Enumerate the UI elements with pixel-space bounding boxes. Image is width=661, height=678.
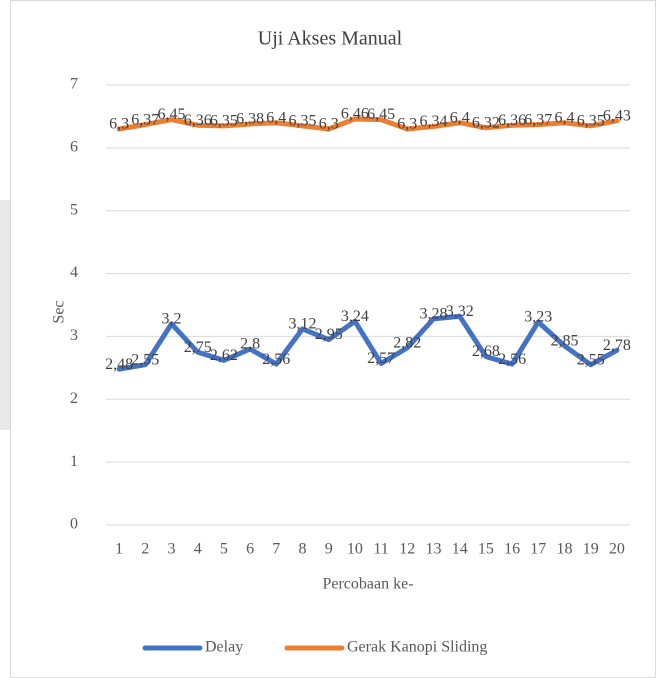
data-label: 6,36: [498, 112, 526, 129]
x-tick-label: 18: [557, 541, 573, 558]
data-label: 6,36: [184, 112, 212, 129]
y-tick-label: 4: [70, 264, 78, 281]
y-tick-label: 5: [70, 201, 78, 218]
data-label: 6,34: [420, 113, 448, 130]
data-label: 2,55: [131, 351, 159, 368]
data-label: 6,4: [266, 109, 286, 126]
side-bar: [0, 200, 10, 430]
x-tick-label: 16: [504, 541, 520, 558]
data-label: 3,32: [446, 303, 474, 320]
data-label: 2,56: [498, 351, 526, 368]
x-tick-label: 2: [141, 541, 149, 558]
data-label: 2,68: [472, 343, 500, 360]
series-line: [116, 313, 620, 372]
y-tick-label: 3: [70, 327, 78, 344]
y-tick-label: 0: [70, 516, 78, 533]
data-label: 2,57: [367, 350, 395, 367]
data-label: 3,2: [162, 311, 182, 328]
data-label: 6,4: [555, 109, 575, 126]
data-label: 6,37: [131, 111, 159, 128]
data-label: 6,37: [524, 111, 552, 128]
data-label: 2,78: [603, 337, 631, 354]
x-axis-label: Percobaan ke-: [322, 576, 413, 593]
x-tick-label: 13: [426, 541, 442, 558]
data-label: 2,56: [262, 351, 290, 368]
data-label: 2,62: [210, 347, 238, 364]
x-tick-label: 5: [220, 541, 228, 558]
data-label: 6,43: [603, 108, 631, 125]
x-tick-label: 7: [272, 541, 280, 558]
data-label: 6,45: [158, 106, 186, 123]
x-tick-label: 4: [194, 541, 202, 558]
x-tick-label: 20: [609, 541, 625, 558]
data-label: 6,45: [367, 106, 395, 123]
y-tick-label: 6: [70, 139, 78, 156]
data-label: 3,12: [289, 316, 317, 333]
x-tick-label: 12: [399, 541, 415, 558]
x-tick-label: 3: [168, 541, 176, 558]
series-line: [116, 116, 620, 132]
x-tick-label: 11: [373, 541, 388, 558]
data-label: 6,4: [450, 109, 470, 126]
x-tick-label: 19: [583, 541, 599, 558]
x-tick-label: 14: [452, 541, 468, 558]
y-tick-label: 1: [70, 453, 78, 470]
x-tick-label: 1: [115, 541, 123, 558]
x-tick-label: 15: [478, 541, 494, 558]
x-tick-label: 9: [325, 541, 333, 558]
data-label: 2,55: [577, 351, 605, 368]
data-label: 6,3: [109, 116, 129, 133]
data-label: 2,75: [184, 339, 212, 356]
x-tick-label: 10: [347, 541, 363, 558]
legend-label: Gerak Kanopi Sliding: [347, 639, 487, 656]
data-label: 3,24: [341, 308, 369, 325]
data-label: 6,35: [210, 113, 238, 130]
data-label: 3,28: [420, 306, 448, 323]
chart-title: Uji Akses Manual: [258, 28, 403, 50]
x-tick-label: 17: [530, 541, 546, 558]
data-label: 6,38: [236, 111, 264, 128]
data-label: 6,46: [341, 106, 369, 123]
data-label: 2,8: [240, 336, 260, 353]
x-tick-label: 6: [246, 541, 254, 558]
data-label: 2,82: [393, 334, 421, 351]
data-label: 6,32: [472, 114, 500, 131]
data-label: 2,48: [105, 356, 133, 373]
data-label: 6,35: [577, 113, 605, 130]
legend-label: Delay: [205, 639, 243, 656]
y-axis-label: Sec: [51, 300, 68, 323]
x-tick-label: 8: [299, 541, 307, 558]
data-label: 3,23: [524, 309, 552, 326]
y-tick-label: 2: [70, 390, 78, 407]
data-label: 6,3: [397, 116, 417, 133]
data-label: 6,35: [289, 113, 317, 130]
data-label: 6,3: [319, 116, 339, 133]
y-tick-label: 7: [70, 76, 78, 93]
data-label: 2,95: [315, 326, 343, 343]
data-label: 2,85: [551, 333, 579, 350]
